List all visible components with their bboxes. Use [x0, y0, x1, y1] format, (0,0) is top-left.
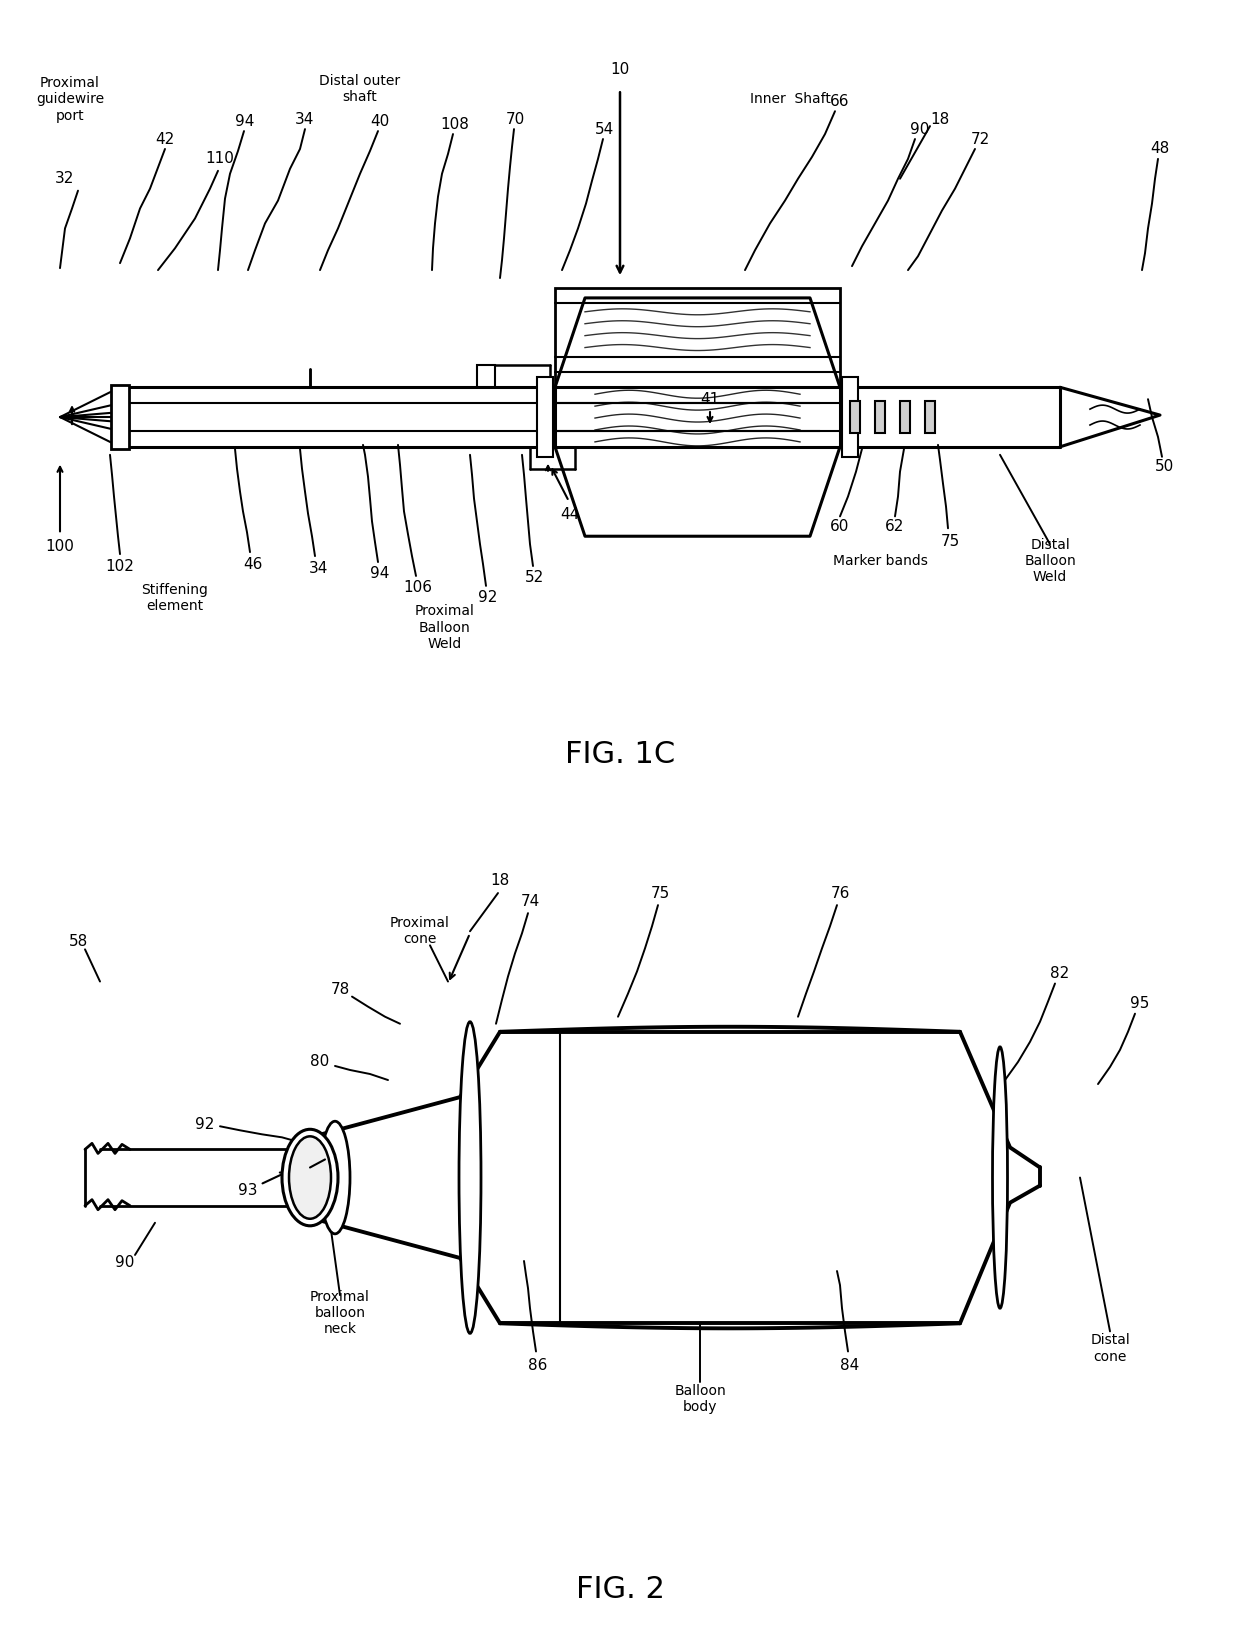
Text: 34: 34: [295, 112, 315, 127]
Ellipse shape: [992, 1046, 1007, 1308]
Ellipse shape: [459, 1022, 481, 1334]
Text: Proximal
Balloon
Weld: Proximal Balloon Weld: [415, 604, 475, 651]
Text: 95: 95: [1131, 997, 1149, 1012]
Text: 102: 102: [105, 559, 134, 574]
Text: Proximal
guidewire
port: Proximal guidewire port: [36, 76, 104, 122]
Text: 92: 92: [479, 591, 497, 605]
Bar: [477, 365, 495, 387]
Text: 42: 42: [155, 132, 175, 146]
Text: 58: 58: [68, 934, 88, 949]
Text: Inner  Shaft: Inner Shaft: [749, 92, 831, 107]
Bar: [875, 401, 885, 433]
Text: 90: 90: [115, 1255, 135, 1270]
Text: 66: 66: [831, 94, 849, 109]
Text: Distal outer
shaft: Distal outer shaft: [320, 74, 401, 105]
Text: 93: 93: [238, 1183, 258, 1198]
Text: 106: 106: [403, 581, 433, 595]
Text: 60: 60: [831, 518, 849, 533]
Text: 62: 62: [885, 518, 905, 533]
Text: 52: 52: [526, 571, 544, 586]
Text: FIG. 2: FIG. 2: [575, 1576, 665, 1604]
Text: 41: 41: [701, 392, 719, 406]
Text: 18: 18: [930, 112, 950, 127]
Text: 44: 44: [560, 507, 579, 521]
Text: Marker bands: Marker bands: [832, 554, 928, 568]
Text: 34: 34: [309, 561, 327, 576]
Bar: [112, 385, 129, 449]
Text: 50: 50: [1156, 459, 1174, 474]
Text: 10: 10: [610, 63, 630, 77]
Text: 74: 74: [521, 893, 539, 908]
Text: 70: 70: [506, 112, 525, 127]
Text: Distal
cone: Distal cone: [1090, 1334, 1130, 1364]
Text: 75: 75: [940, 533, 960, 549]
Text: Balloon
body: Balloon body: [675, 1383, 725, 1413]
Text: 76: 76: [831, 885, 849, 900]
Ellipse shape: [289, 1137, 331, 1219]
Text: 32: 32: [56, 171, 74, 186]
Text: 40: 40: [371, 114, 389, 128]
Text: Stiffening
element: Stiffening element: [141, 582, 208, 614]
Text: 54: 54: [595, 122, 615, 137]
Text: 94: 94: [236, 114, 254, 128]
Text: 80: 80: [310, 1054, 330, 1069]
Text: FIG. 1C: FIG. 1C: [565, 740, 675, 770]
Text: 48: 48: [1151, 141, 1169, 156]
Text: 90: 90: [910, 122, 930, 137]
Text: Proximal
cone: Proximal cone: [391, 916, 450, 946]
Text: 75: 75: [650, 885, 670, 900]
Bar: [842, 377, 858, 457]
Text: 46: 46: [243, 556, 263, 571]
Text: 100: 100: [46, 538, 74, 554]
Text: 18: 18: [490, 873, 510, 888]
Bar: [900, 401, 910, 433]
Ellipse shape: [320, 1122, 350, 1234]
Text: 82: 82: [1050, 966, 1070, 980]
Text: 110: 110: [206, 151, 234, 166]
Text: 84: 84: [841, 1359, 859, 1374]
Bar: [537, 377, 553, 457]
Bar: [925, 401, 935, 433]
Text: Distal
Balloon
Weld: Distal Balloon Weld: [1024, 538, 1076, 584]
Bar: [849, 401, 861, 433]
Text: 78: 78: [330, 982, 350, 997]
Text: Proximal
balloon
neck: Proximal balloon neck: [310, 1290, 370, 1336]
Text: 108: 108: [440, 117, 470, 132]
Ellipse shape: [281, 1128, 339, 1226]
Text: 92: 92: [196, 1117, 215, 1132]
Text: 72: 72: [971, 132, 990, 146]
Text: 94: 94: [371, 566, 389, 581]
Bar: [556, 288, 839, 387]
Text: 86: 86: [528, 1359, 548, 1374]
